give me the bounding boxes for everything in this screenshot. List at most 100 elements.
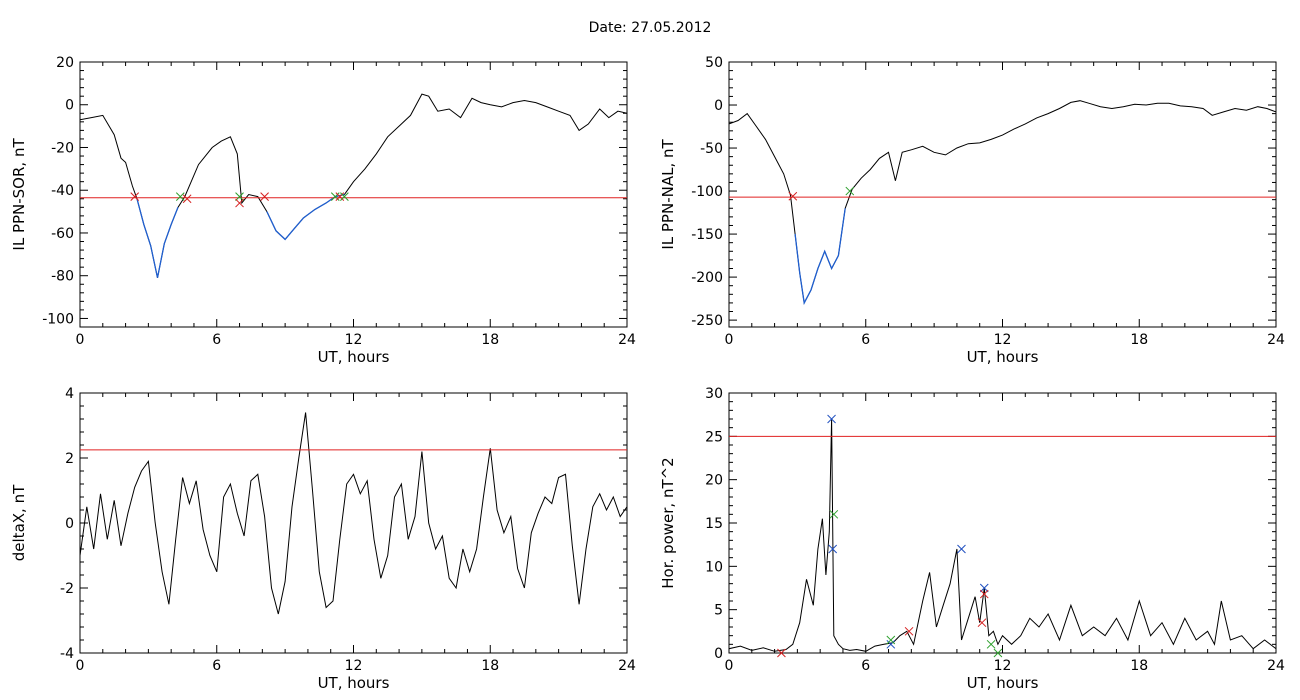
marker-stroke <box>175 192 185 201</box>
y-axis-label: deltaX, nT <box>10 484 28 561</box>
y-tick-label: 20 <box>56 55 74 71</box>
y-tick-label: 15 <box>705 516 723 532</box>
plot-frame <box>79 61 628 328</box>
marker-stroke <box>979 589 989 599</box>
marker-green <box>845 186 855 196</box>
x-tick-label: 12 <box>994 332 1012 348</box>
marker-stroke <box>340 192 349 201</box>
marker-stroke <box>335 192 345 201</box>
y-tick-label: -40 <box>51 183 74 199</box>
x-tick-label: 0 <box>725 658 734 674</box>
y-tick-label: -150 <box>691 227 723 243</box>
marker-stroke <box>260 192 269 201</box>
series-line <box>80 93 627 278</box>
marker-stroke <box>979 583 989 593</box>
marker-green <box>330 192 340 201</box>
x-tick-label: 6 <box>861 332 870 348</box>
marker-red <box>260 192 269 201</box>
plot-ppn-sor: 0 6 12 18 24 20 0 -20 -40 -60 -80 -100 UT, hours IL P… <box>10 55 636 366</box>
figure-title: Date: 27.05.2012 <box>588 20 712 36</box>
marker-stroke <box>235 192 244 201</box>
y-tick-label: 25 <box>705 429 723 445</box>
x-axis-label: UT, hours <box>318 348 390 366</box>
marker-stroke <box>986 639 996 649</box>
y-tick-label: 0 <box>65 98 74 114</box>
x-tick-label: 6 <box>861 658 870 674</box>
x-tick-label: 12 <box>345 658 363 674</box>
x-tick-label: 12 <box>345 332 363 348</box>
x-axis-label: UT, hours <box>318 674 390 692</box>
marker-green <box>993 648 1003 658</box>
marker-stroke <box>977 618 987 628</box>
marker-red <box>130 192 140 201</box>
x-tick-label: 6 <box>212 332 221 348</box>
y-tick-label: 0 <box>714 98 723 114</box>
x-tick-label: 0 <box>725 332 734 348</box>
plot-hor-power: 0 6 12 18 24 30 25 20 15 10 5 0 UT, hours Hor. power,… <box>659 386 1285 692</box>
y-tick-label: -60 <box>51 226 74 242</box>
marker-red <box>788 191 798 201</box>
y-tick-label: 2 <box>65 451 74 467</box>
marker-blue <box>828 544 838 554</box>
x-tick-label: 0 <box>76 332 85 348</box>
y-tick-label: 20 <box>705 473 723 489</box>
y-tick-label: -2 <box>60 581 74 597</box>
x-tick-label: 12 <box>994 658 1012 674</box>
plot-frame <box>79 392 628 654</box>
x-tick-label: 24 <box>618 658 636 674</box>
y-tick-label: -50 <box>700 141 723 157</box>
highlight-segment <box>266 193 345 241</box>
marker-green <box>986 639 996 649</box>
y-tick-label: 5 <box>714 603 723 619</box>
y-axis-label: IL PPN-NAL, nT <box>659 139 677 250</box>
marker-stroke <box>827 414 836 424</box>
x-tick-label: 18 <box>481 658 499 674</box>
marker-stroke <box>886 635 896 645</box>
marker-stroke <box>845 186 855 196</box>
plot-frame <box>728 392 1277 654</box>
highlight-segment <box>136 198 179 278</box>
x-tick-label: 24 <box>1267 332 1285 348</box>
marker-red <box>979 589 989 599</box>
marker-red <box>904 626 914 636</box>
marker-stroke <box>828 544 838 554</box>
x-tick-label: 18 <box>481 332 499 348</box>
marker-red <box>977 618 987 628</box>
marker-stroke <box>235 198 244 208</box>
x-axis-label: UT, hours <box>967 674 1039 692</box>
marker-red <box>335 192 345 201</box>
series-line <box>729 418 1276 652</box>
marker-stroke <box>993 648 1003 658</box>
marker-green <box>235 192 244 201</box>
x-axis-label: UT, hours <box>967 348 1039 366</box>
series-line <box>729 100 1276 305</box>
series-line <box>80 412 627 615</box>
marker-red <box>235 198 244 208</box>
marker-red <box>777 648 786 658</box>
y-axis-label: Hor. power, nT^2 <box>659 457 677 588</box>
marker-blue <box>957 544 966 554</box>
y-tick-label: -20 <box>51 140 74 156</box>
marker-green <box>340 192 349 201</box>
y-tick-label: 0 <box>65 516 74 532</box>
marker-red <box>182 194 192 204</box>
y-tick-label: 50 <box>705 55 723 71</box>
y-tick-label: 4 <box>65 386 74 402</box>
x-tick-label: 0 <box>76 658 85 674</box>
marker-stroke <box>330 192 340 201</box>
y-tick-label: -4 <box>60 646 74 662</box>
marker-stroke <box>788 191 798 201</box>
marker-blue <box>827 414 836 424</box>
marker-stroke <box>957 544 966 554</box>
y-tick-label: 30 <box>705 386 723 402</box>
plot-deltax: 0 6 12 18 24 4 2 0 -2 -4 UT, hours deltaX, nT <box>10 386 636 692</box>
marker-green <box>829 509 839 519</box>
x-tick-label: 24 <box>618 332 636 348</box>
marker-green <box>886 635 896 645</box>
marker-stroke <box>829 509 839 519</box>
marker-stroke <box>182 194 192 204</box>
marker-green <box>175 192 185 201</box>
x-tick-label: 18 <box>1130 658 1148 674</box>
marker-blue <box>886 639 896 649</box>
plot-frame <box>728 61 1277 328</box>
